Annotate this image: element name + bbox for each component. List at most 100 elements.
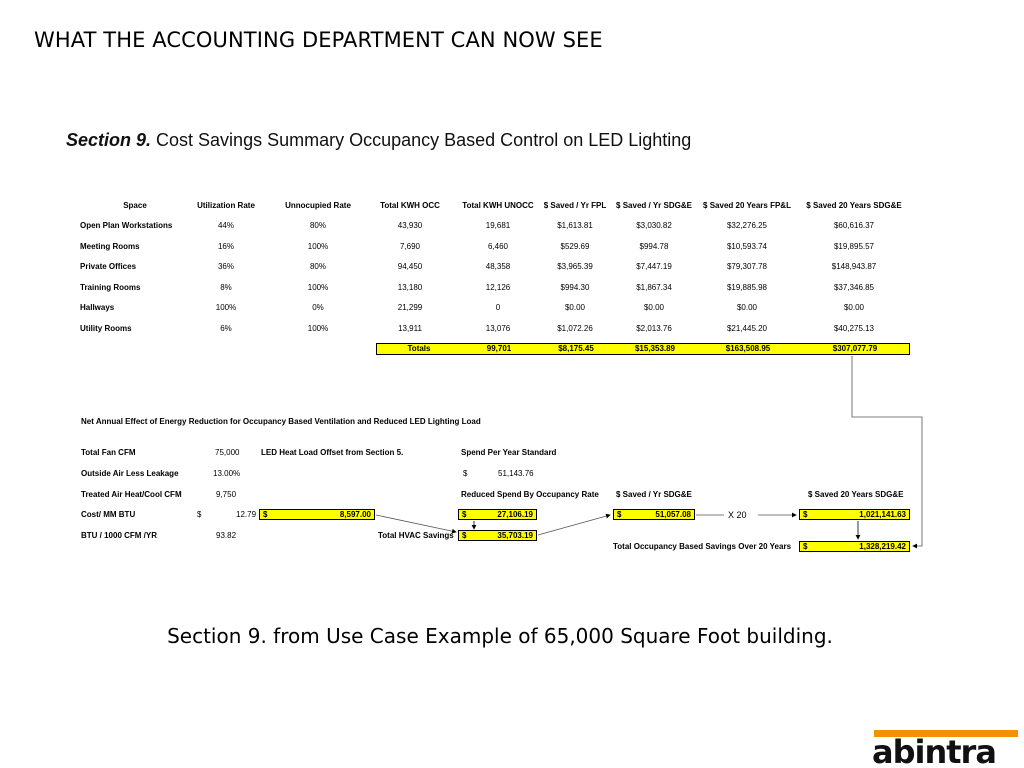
cell-kwh-occ: 13,180 bbox=[397, 283, 423, 292]
cost-mm-btu-currency: $ bbox=[197, 510, 202, 519]
section-heading: Section 9. Cost Savings Summary Occupanc… bbox=[66, 130, 691, 151]
cell-saved-fpl: $994.30 bbox=[560, 283, 590, 292]
cell-saved-20-sdge: $19,895.57 bbox=[833, 242, 875, 251]
cell-unoccupied: 0% bbox=[312, 303, 324, 312]
cell-kwh-occ: 7,690 bbox=[399, 242, 421, 251]
header-kwh-occ: Total KWH OCC bbox=[380, 201, 440, 210]
led-heat-currency: $ bbox=[263, 510, 268, 519]
total-hvac-box: $ 35,703.19 bbox=[458, 530, 537, 541]
arrow-hvac-to-saved-yr bbox=[537, 513, 611, 536]
slide-caption: Section 9. from Use Case Example of 65,0… bbox=[167, 624, 833, 648]
total-occupancy-currency: $ bbox=[803, 542, 808, 551]
btu-label: BTU / 1000 CFM /YR bbox=[81, 531, 158, 540]
reduced-spend-label: Reduced Spend By Occupancy Rate bbox=[461, 490, 599, 499]
cell-utilization: 44% bbox=[217, 221, 234, 230]
totals-kwh-unocc: 99,701 bbox=[486, 344, 512, 353]
cell-saved-sdge: $2,013.76 bbox=[636, 324, 672, 333]
cell-saved-sdge: $994.78 bbox=[639, 242, 669, 251]
cell-saved-20-fpl: $32,276.25 bbox=[726, 221, 768, 230]
total-occupancy-label: Total Occupancy Based Savings Over 20 Ye… bbox=[613, 542, 792, 551]
led-heat-box: $ 8,597.00 bbox=[259, 509, 375, 520]
cell-utilization: 8% bbox=[220, 283, 232, 292]
saved-20-currency: $ bbox=[803, 510, 808, 519]
btu-value: 93.82 bbox=[216, 531, 237, 540]
cell-saved-fpl: $529.69 bbox=[560, 242, 590, 251]
table-row: Open Plan Workstations 44% 80% 43,930 19… bbox=[80, 219, 910, 233]
cell-space: Hallways bbox=[80, 303, 115, 312]
saved-yr-label: $ Saved / Yr SDG&E bbox=[616, 490, 692, 499]
saved-20-label: $ Saved 20 Years SDG&E bbox=[808, 490, 904, 499]
table-row: Private Offices 36% 80% 94,450 48,358 $3… bbox=[80, 260, 910, 274]
total-occupancy-box: $ 1,328,219.42 bbox=[799, 541, 910, 552]
table-header-row: Space Utilization Rate Unnocupied Rate T… bbox=[80, 199, 910, 213]
cell-unoccupied: 80% bbox=[309, 221, 326, 230]
cell-space: Training Rooms bbox=[80, 283, 141, 292]
total-fan-cfm-label: Total Fan CFM bbox=[81, 448, 136, 457]
cell-saved-20-sdge: $37,346.85 bbox=[833, 283, 875, 292]
spend-std-value: 51,143.76 bbox=[498, 469, 534, 478]
cell-saved-20-sdge: $60,616.37 bbox=[833, 221, 875, 230]
section-title: Cost Savings Summary Occupancy Based Con… bbox=[151, 130, 692, 150]
led-heat-label: LED Heat Load Offset from Section 5. bbox=[261, 448, 404, 457]
treated-air-label: Treated Air Heat/Cool CFM bbox=[81, 490, 182, 499]
arrow-led-to-hvac bbox=[375, 514, 457, 534]
header-saved-20-fpl: $ Saved 20 Years FP&L bbox=[703, 201, 791, 210]
cell-saved-fpl: $1,072.26 bbox=[557, 324, 593, 333]
saved-yr-value: 51,057.08 bbox=[655, 510, 691, 519]
saved-yr-currency: $ bbox=[617, 510, 622, 519]
table-row: Utility Rooms 6% 100% 13,911 13,076 $1,0… bbox=[80, 322, 910, 336]
cell-saved-sdge: $0.00 bbox=[643, 303, 665, 312]
cell-utilization: 6% bbox=[220, 324, 232, 333]
table-row: Meeting Rooms 16% 100% 7,690 6,460 $529.… bbox=[80, 240, 910, 254]
cell-kwh-unocc: 13,076 bbox=[485, 324, 511, 333]
treated-air-value: 9,750 bbox=[216, 490, 237, 499]
cell-kwh-unocc: 0 bbox=[495, 303, 501, 312]
header-unoccupied: Unnocupied Rate bbox=[285, 201, 351, 210]
total-hvac-label: Total HVAC Savings bbox=[378, 531, 454, 540]
spend-std-label: Spend Per Year Standard bbox=[461, 448, 557, 457]
cost-mm-btu-value: 12.79 bbox=[236, 510, 257, 519]
reduced-spend-currency: $ bbox=[462, 510, 467, 519]
cell-saved-20-sdge: $0.00 bbox=[843, 303, 865, 312]
totals-row: Totals 99,701 $8,175.45 $15,353.89 $163,… bbox=[376, 343, 910, 355]
outside-air-value: 13.00% bbox=[213, 469, 241, 478]
cell-kwh-occ: 13,911 bbox=[398, 324, 422, 333]
net-effect-heading: Net Annual Effect of Energy Reduction fo… bbox=[81, 417, 481, 426]
reduced-spend-value: 27,106.19 bbox=[497, 510, 533, 519]
total-hvac-currency: $ bbox=[462, 531, 467, 540]
abintra-logo: abintra bbox=[872, 730, 1018, 766]
totals-saved-sdge: $15,353.89 bbox=[634, 344, 676, 353]
cell-saved-sdge: $3,030.82 bbox=[636, 221, 672, 230]
cell-saved-20-fpl: $19,885.98 bbox=[726, 283, 768, 292]
total-fan-cfm-value: 75,000 bbox=[215, 448, 240, 457]
cell-kwh-unocc: 6,460 bbox=[487, 242, 509, 251]
cell-saved-20-sdge: $40,275.13 bbox=[833, 324, 875, 333]
section-label: Section 9. bbox=[66, 130, 152, 150]
cell-kwh-unocc: 48,358 bbox=[485, 262, 511, 271]
cell-saved-sdge: $1,867.34 bbox=[636, 283, 672, 292]
cell-saved-fpl: $0.00 bbox=[564, 303, 586, 312]
totals-saved-fpl: $8,175.45 bbox=[558, 344, 594, 353]
outside-air-label: Outside Air Less Leakage bbox=[81, 469, 179, 478]
header-kwh-unocc: Total KWH UNOCC bbox=[462, 201, 534, 210]
cell-unoccupied: 100% bbox=[307, 324, 329, 333]
header-saved-fpl: $ Saved / Yr FPL bbox=[543, 201, 607, 210]
saved-20-box: $ 1,021,141.63 bbox=[799, 509, 910, 520]
logo-orange-bar bbox=[874, 730, 1018, 737]
header-space: Space bbox=[123, 201, 147, 210]
cell-utilization: 100% bbox=[215, 303, 237, 312]
led-heat-value: 8,597.00 bbox=[339, 510, 371, 519]
cell-kwh-occ: 21,299 bbox=[397, 303, 423, 312]
totals-saved-20-fpl: $163,508.95 bbox=[725, 344, 771, 353]
logo-text: abintra bbox=[872, 733, 996, 766]
cost-mm-btu-label: Cost/ MM BTU bbox=[81, 510, 136, 519]
cell-saved-20-fpl: $0.00 bbox=[736, 303, 758, 312]
cell-kwh-unocc: 12,126 bbox=[485, 283, 511, 292]
slide-title: WHAT THE ACCOUNTING DEPARTMENT CAN NOW S… bbox=[34, 28, 603, 52]
cell-saved-fpl: $1,613.81 bbox=[557, 221, 593, 230]
cell-utilization: 36% bbox=[217, 262, 234, 271]
table-row: Hallways 100% 0% 21,299 0 $0.00 $0.00 $0… bbox=[80, 301, 910, 315]
cell-space: Meeting Rooms bbox=[80, 242, 140, 251]
spend-std-currency: $ bbox=[463, 469, 468, 478]
